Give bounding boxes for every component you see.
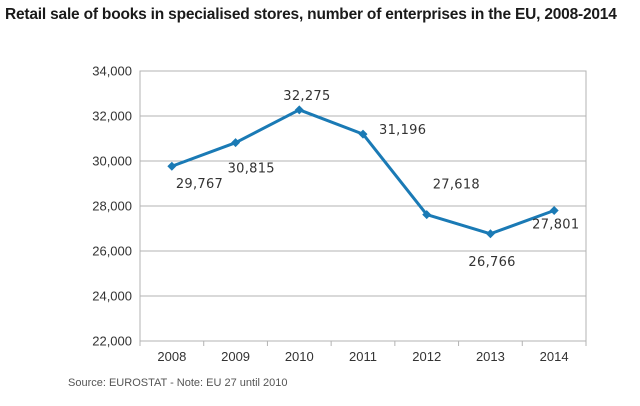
gridlines <box>140 115 586 297</box>
x-axis-tick-labels: 2008 2009 2010 2011 2012 2013 2014 <box>139 341 587 364</box>
data-label: 32,275 <box>283 89 330 104</box>
x-tick-label: 2013 <box>476 349 505 364</box>
data-labels: 29,767 30,815 32,275 31,196 27,618 26,766 27,8… <box>176 89 579 270</box>
data-label: 30,815 <box>228 162 275 177</box>
data-point-marker <box>422 210 432 220</box>
data-label: 27,618 <box>433 178 480 193</box>
data-point-marker <box>549 205 559 215</box>
chart-title: Retail sale of books in specialised stor… <box>5 6 617 23</box>
data-label: 26,766 <box>468 255 515 270</box>
y-tick-label: 30,000 <box>92 154 132 169</box>
y-axis-tick-labels: 22,000 24,000 26,000 28,000 30,000 32,000 34,0… <box>92 64 132 349</box>
data-point-marker <box>358 129 368 139</box>
line-chart: 22,000 24,000 26,000 28,000 30,000 32,000 34,0… <box>92 64 587 364</box>
x-tick-label: 2010 <box>285 349 314 364</box>
y-tick-label: 34,000 <box>92 64 132 79</box>
data-point-marker <box>485 229 495 239</box>
data-label: 27,801 <box>532 217 579 232</box>
x-tick-label: 2011 <box>349 349 377 364</box>
x-tick-label: 2008 <box>157 349 186 364</box>
x-tick-label: 2014 <box>540 349 569 364</box>
data-point-marker <box>167 161 177 171</box>
y-tick-label: 22,000 <box>92 334 132 349</box>
data-point-marker <box>231 138 241 148</box>
data-label: 29,767 <box>176 177 223 192</box>
data-point-marker <box>294 105 304 115</box>
y-tick-label: 28,000 <box>92 199 132 214</box>
data-label: 31,196 <box>379 123 426 138</box>
x-tick-label: 2012 <box>412 349 441 364</box>
y-tick-label: 24,000 <box>92 289 132 304</box>
source-note: Source: EUROSTAT - Note: EU 27 until 201… <box>68 377 288 389</box>
series-line <box>167 105 559 239</box>
y-tick-label: 26,000 <box>92 244 132 259</box>
y-tick-label: 32,000 <box>92 109 132 124</box>
x-tick-label: 2009 <box>221 349 250 364</box>
